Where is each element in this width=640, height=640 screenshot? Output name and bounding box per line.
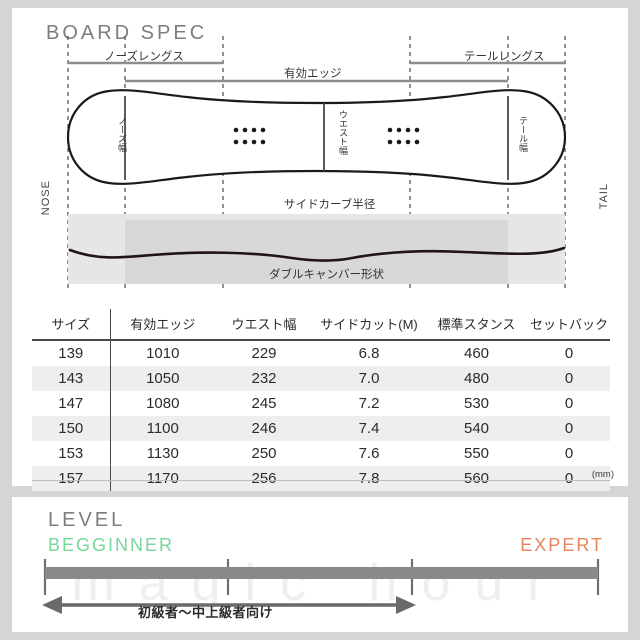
effective-edge-label: 有効エッジ (284, 68, 342, 80)
tail-width-label: テール幅 (518, 116, 528, 152)
nose-length-label: ノーズレングス (104, 51, 184, 63)
camber-shape-label: ダブルキャンバー形状 (269, 269, 384, 281)
cell-setback: 0 (564, 445, 574, 462)
col-header-stance: 標準スタンス (425, 309, 528, 341)
table-unit-label: (mm) (591, 469, 614, 480)
width-markers (124, 96, 509, 180)
cell-waist: 246 (251, 420, 277, 437)
table-row: 143 1050 232 7.0 480 0 (32, 366, 610, 391)
cell-size: 139 (32, 340, 111, 366)
table-row: 157 1170 256 7.8 560 0 (32, 466, 610, 491)
table-row: 153 1130 250 7.6 550 0 (32, 441, 610, 466)
cell-edge: 1100 (146, 420, 179, 437)
table-row: 139 1010 229 6.8 460 0 (32, 340, 610, 366)
nose-width-label: ノーズ幅 (117, 116, 127, 152)
cell-sidecut: 7.6 (358, 445, 380, 462)
level-section-title: LEVEL (48, 509, 126, 531)
table-header-row: サイズ 有効エッジ ウエスト幅 サイドカット(M) 標準スタンス セットバック (32, 309, 610, 341)
spec-section-title: BOARD SPEC (46, 22, 208, 44)
level-bar-fill (45, 567, 598, 579)
col-header-size: サイズ (32, 309, 111, 341)
cell-stance: 550 (463, 445, 490, 462)
table-row: 147 1080 245 7.2 530 0 (32, 391, 610, 416)
level-range-label: 初級者〜中上級者向け (138, 605, 274, 620)
table-row: 150 1100 246 7.4 540 0 (32, 416, 610, 441)
board-outline (66, 89, 567, 185)
cell-waist: 229 (251, 345, 277, 362)
cell-setback: 0 (564, 370, 574, 387)
cell-sidecut: 7.4 (358, 420, 380, 437)
expert-label: EXPERT (520, 535, 604, 555)
sidecut-radius-label: サイドカーブ半径 (284, 199, 376, 211)
level-range-arrow (42, 596, 416, 614)
nose-axis-label: NOSE (40, 180, 52, 216)
cell-setback: 0 (564, 470, 574, 487)
cell-edge: 1080 (146, 395, 180, 412)
cell-waist: 256 (251, 470, 277, 487)
cell-setback: 0 (564, 395, 574, 412)
table-bottom-rule (32, 480, 610, 481)
cell-stance: 530 (463, 395, 490, 412)
cell-size: 143 (32, 366, 111, 391)
cell-stance: 480 (463, 370, 490, 387)
level-scale (42, 559, 600, 614)
cell-edge: 1010 (146, 345, 180, 362)
cell-sidecut: 6.8 (358, 345, 380, 362)
level-card: magic hour LEVEL BEGGINNER EXPERT 初級者〜中上… (12, 497, 628, 632)
begginner-label: BEGGINNER (48, 535, 175, 555)
tail-length-label: テールレングス (464, 51, 545, 63)
cell-waist: 232 (251, 370, 277, 387)
board-diagram (66, 36, 567, 290)
tail-axis-label: TAIL (598, 183, 610, 210)
col-header-setback: セットバック (528, 309, 610, 341)
cell-setback: 0 (564, 345, 574, 362)
insert-holes (233, 127, 420, 145)
cell-size: 150 (32, 416, 111, 441)
cell-size: 153 (32, 441, 111, 466)
cell-edge: 1130 (146, 445, 179, 462)
board-spec-card: BOARD SPEC (12, 8, 628, 491)
cell-size: 157 (32, 466, 111, 491)
waist-width-label: ウエスト幅 (338, 110, 348, 155)
cell-stance: 460 (463, 345, 490, 362)
cell-setback: 0 (564, 420, 574, 437)
col-header-edge: 有効エッジ (110, 309, 215, 341)
cell-stance: 540 (463, 420, 490, 437)
cell-stance: 560 (463, 470, 490, 487)
spec-table: サイズ 有効エッジ ウエスト幅 サイドカット(M) 標準スタンス セットバック … (32, 309, 610, 491)
col-header-sidecut: サイドカット(M) (313, 309, 425, 341)
cell-sidecut: 7.8 (358, 470, 380, 487)
measure-bars (68, 61, 565, 83)
camber-profile (68, 246, 566, 262)
cell-edge: 1050 (146, 370, 180, 387)
cell-edge: 1170 (146, 470, 179, 487)
cell-sidecut: 7.0 (358, 370, 380, 387)
cell-waist: 245 (251, 395, 277, 412)
cell-sidecut: 7.2 (358, 395, 380, 412)
cell-size: 147 (32, 391, 111, 416)
cell-waist: 250 (251, 445, 277, 462)
col-header-waist: ウエスト幅 (215, 309, 313, 341)
